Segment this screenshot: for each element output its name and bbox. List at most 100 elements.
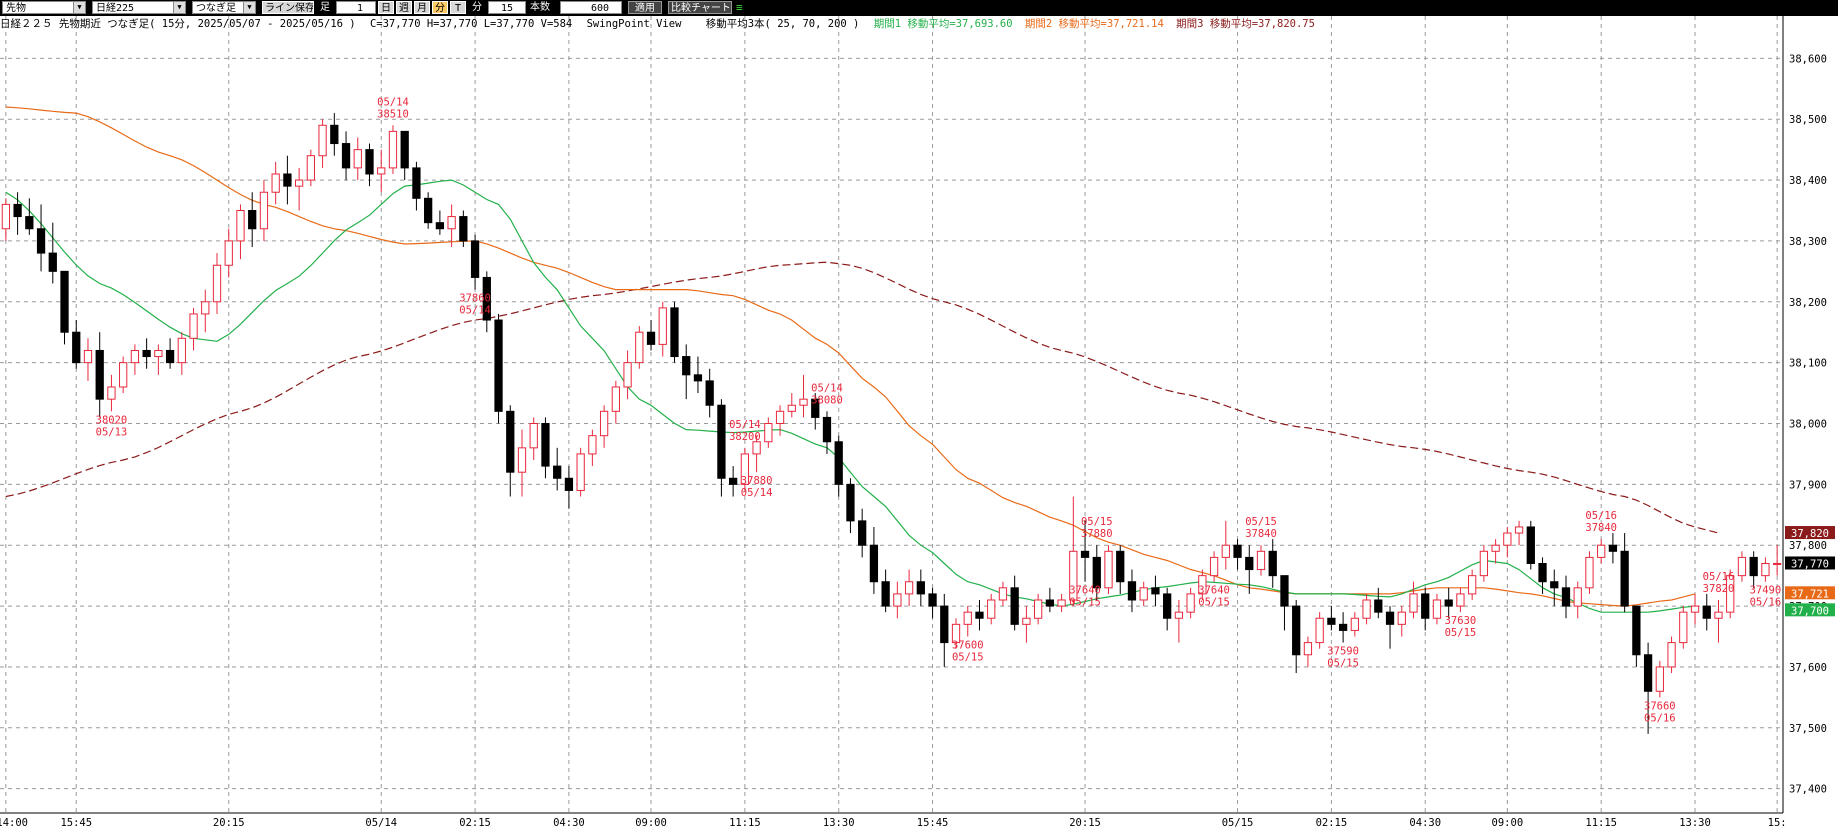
candle bbox=[1198, 569, 1207, 600]
month-button[interactable]: 月 bbox=[414, 1, 430, 14]
candle bbox=[904, 569, 914, 607]
candle bbox=[1632, 605, 1641, 667]
candle bbox=[998, 581, 1008, 607]
candle bbox=[1597, 539, 1606, 564]
minute-button[interactable]: 分 bbox=[432, 1, 448, 14]
candle-body bbox=[1690, 605, 1700, 613]
candle-body bbox=[541, 423, 550, 467]
ma1-line bbox=[5, 179, 1696, 613]
chart-type-select-value: つなぎ足 bbox=[196, 3, 236, 14]
candle-body bbox=[1479, 550, 1489, 577]
y-tick-label: 38,300 bbox=[1789, 236, 1827, 248]
candle bbox=[1245, 545, 1254, 594]
candle bbox=[1479, 545, 1489, 582]
candle bbox=[412, 161, 421, 211]
candle bbox=[564, 466, 574, 509]
week-button[interactable]: 週 bbox=[396, 1, 412, 14]
candle bbox=[13, 192, 22, 235]
candle-body bbox=[705, 380, 714, 406]
candle-body bbox=[904, 581, 914, 595]
candle bbox=[365, 143, 374, 187]
count-input[interactable]: 600 bbox=[560, 1, 622, 14]
y-tick-label: 38,000 bbox=[1789, 419, 1827, 431]
candle-body bbox=[435, 222, 445, 230]
y-tick-label: 37,900 bbox=[1789, 479, 1827, 491]
candle bbox=[940, 593, 949, 667]
candle bbox=[670, 301, 679, 363]
price-badge-bg bbox=[1785, 586, 1835, 600]
candle-body bbox=[975, 611, 984, 619]
candle-body bbox=[1491, 544, 1500, 552]
candle-body bbox=[506, 410, 515, 473]
x-tick-label: 05/14 bbox=[365, 817, 397, 829]
swing-date: 05/14 bbox=[459, 305, 491, 317]
candle bbox=[682, 344, 691, 400]
candle-body bbox=[517, 447, 527, 473]
swing-value: 37880 bbox=[1081, 528, 1113, 540]
chevron-down-icon: ▼ bbox=[73, 2, 85, 13]
x-tick-label: 04:30 bbox=[553, 817, 585, 829]
swing-date: 05/14 bbox=[729, 419, 761, 431]
price-chart[interactable]: 37,400 37,500 37,600 37,700 37,800 37,900 38,0… bbox=[0, 16, 1838, 833]
candle bbox=[1327, 606, 1336, 631]
candle-body bbox=[1374, 599, 1383, 613]
candle bbox=[1033, 593, 1043, 625]
candle-body bbox=[13, 203, 22, 218]
candle-body bbox=[189, 313, 198, 339]
candle bbox=[189, 307, 198, 351]
candle bbox=[388, 125, 398, 174]
tick-button[interactable]: T bbox=[450, 1, 466, 14]
candle-body bbox=[95, 349, 104, 400]
candle bbox=[212, 253, 222, 314]
minute-input[interactable]: 15 bbox=[488, 1, 526, 14]
swing-date: 05/16 bbox=[1644, 712, 1676, 724]
chart-info-bar: 日経２２５ 先物期近 つなぎ足( 15分, 2025/05/07 - 2025/… bbox=[0, 17, 1315, 31]
market-select[interactable]: 先物 ▼ bbox=[2, 1, 86, 14]
candle-body bbox=[1139, 587, 1148, 601]
day-button[interactable]: 日 bbox=[378, 1, 394, 14]
candle bbox=[893, 581, 902, 619]
ohlcv-readout: C=37,770 H=37,770 L=37,770 V=584 bbox=[369, 18, 573, 30]
chart-type-select[interactable]: つなぎ足 ▼ bbox=[192, 1, 256, 14]
candle-body bbox=[951, 623, 961, 644]
apply-button[interactable]: 適用 bbox=[628, 1, 662, 14]
swing-date: 05/15 bbox=[1198, 597, 1230, 609]
swing-value: 37880 bbox=[741, 475, 773, 487]
candle-body bbox=[740, 453, 750, 485]
chart-lines-icon[interactable]: ≡ bbox=[736, 1, 743, 14]
candle bbox=[1550, 569, 1559, 607]
save-line-button[interactable]: ライン保存 bbox=[262, 1, 314, 14]
candle-body bbox=[787, 404, 796, 412]
count-label: 本数 bbox=[530, 2, 550, 13]
candle-body bbox=[893, 593, 902, 607]
candle bbox=[658, 301, 667, 357]
swing-value: 38200 bbox=[729, 431, 761, 443]
y-tick-label: 37,400 bbox=[1789, 784, 1827, 796]
candle-body bbox=[259, 191, 269, 230]
compare-chart-button[interactable]: 比較チャート bbox=[668, 1, 732, 14]
candle-body bbox=[1315, 617, 1324, 644]
x-tick-label: 15:45 bbox=[917, 817, 949, 829]
y-tick-label: 38,600 bbox=[1789, 53, 1827, 65]
period-input[interactable]: 1 bbox=[336, 1, 376, 14]
swing-date: 05/14 bbox=[811, 382, 843, 394]
candle bbox=[1643, 642, 1653, 734]
candle-body bbox=[588, 435, 597, 455]
candle bbox=[1139, 581, 1148, 607]
index-select[interactable]: 日経225 ▼ bbox=[92, 1, 186, 14]
candle-body bbox=[1385, 611, 1395, 625]
candle bbox=[271, 161, 280, 205]
x-tick-label: 11:15 bbox=[729, 817, 761, 829]
price-badge: 37,700 bbox=[1785, 603, 1835, 617]
candle bbox=[330, 113, 339, 156]
ma3-line bbox=[5, 261, 1719, 534]
candle bbox=[1209, 551, 1219, 582]
candle bbox=[1503, 526, 1512, 558]
candle-body bbox=[658, 307, 667, 345]
candle bbox=[1667, 636, 1676, 674]
